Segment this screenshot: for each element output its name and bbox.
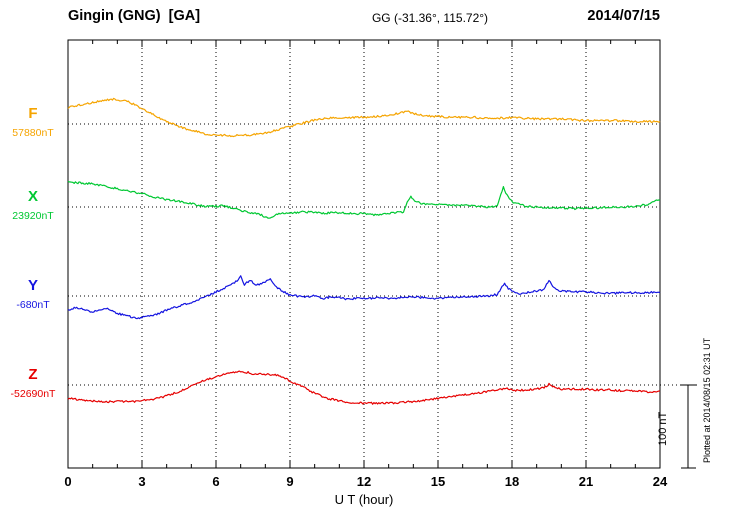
x-tick-label-3: 3 (138, 474, 146, 489)
scale-bar-label: 100 nT (657, 411, 669, 446)
x-tick-label-6: 6 (212, 474, 220, 489)
x-tick-label-9: 9 (286, 474, 294, 489)
component-letter-Y: Y (27, 277, 38, 294)
component-letter-X: X (27, 188, 38, 205)
station-coordinates: GG (-31.36°, 115.72°) (371, 11, 489, 25)
trace-F (67, 97, 661, 138)
component-baseline-value-F: 57880nT (12, 127, 54, 139)
station-title: Gingin (GNG) [GA] (68, 8, 201, 24)
trace-Y (67, 275, 661, 320)
x-tick-label-24: 24 (652, 474, 668, 489)
x-tick-label-21: 21 (578, 474, 594, 489)
plot-date: 2014/07/15 (587, 8, 660, 24)
component-baseline-value-X: 23920nT (12, 210, 54, 222)
x-tick-label-12: 12 (356, 474, 372, 489)
x-axis-title: U T (hour) (334, 492, 394, 507)
plotted-at-note: Plotted at 2014/08/15 02:31 UT (702, 337, 712, 463)
component-baseline-value-Z: -52690nT (10, 388, 56, 400)
trace-Z (67, 370, 661, 405)
component-baseline-value-Y: -680nT (16, 299, 50, 311)
x-tick-label-15: 15 (430, 474, 446, 489)
trace-X (67, 180, 661, 219)
component-letter-F: F (28, 105, 38, 122)
x-tick-label-18: 18 (504, 474, 520, 489)
component-letter-Z: Z (28, 366, 38, 383)
x-tick-label-0: 0 (64, 474, 72, 489)
